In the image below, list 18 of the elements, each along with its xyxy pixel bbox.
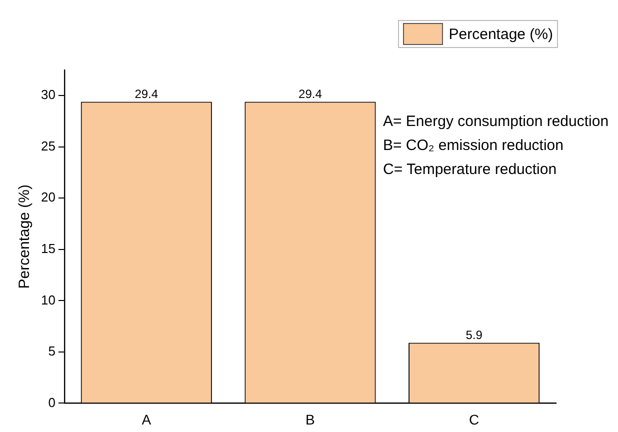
y-tick-label: 0 — [48, 394, 56, 410]
y-tick-label: 15 — [40, 240, 56, 256]
y-tick-label: 10 — [40, 292, 56, 308]
y-axis-title: Percentage (%) — [16, 184, 34, 289]
annotation: B= CO₂ emission reduction — [383, 137, 564, 154]
x-tick-label: B — [306, 411, 315, 428]
y-tick-label: 25 — [40, 138, 56, 154]
y-tick-label: 20 — [40, 190, 56, 205]
data-label: 29.4 — [134, 87, 158, 102]
y-tick-label: 30 — [40, 87, 56, 102]
y-tick-label: 5 — [48, 344, 56, 359]
x-tick-label: A — [142, 411, 152, 428]
text: Percentage (%) — [448, 26, 553, 42]
x-tick-label: C — [469, 411, 480, 428]
annotation: A= Energy consumption reduction — [383, 113, 609, 130]
data-label: 29.4 — [298, 87, 322, 102]
data-label: 5.9 — [466, 328, 483, 342]
annotation: C= Temperature reduction — [383, 161, 557, 178]
